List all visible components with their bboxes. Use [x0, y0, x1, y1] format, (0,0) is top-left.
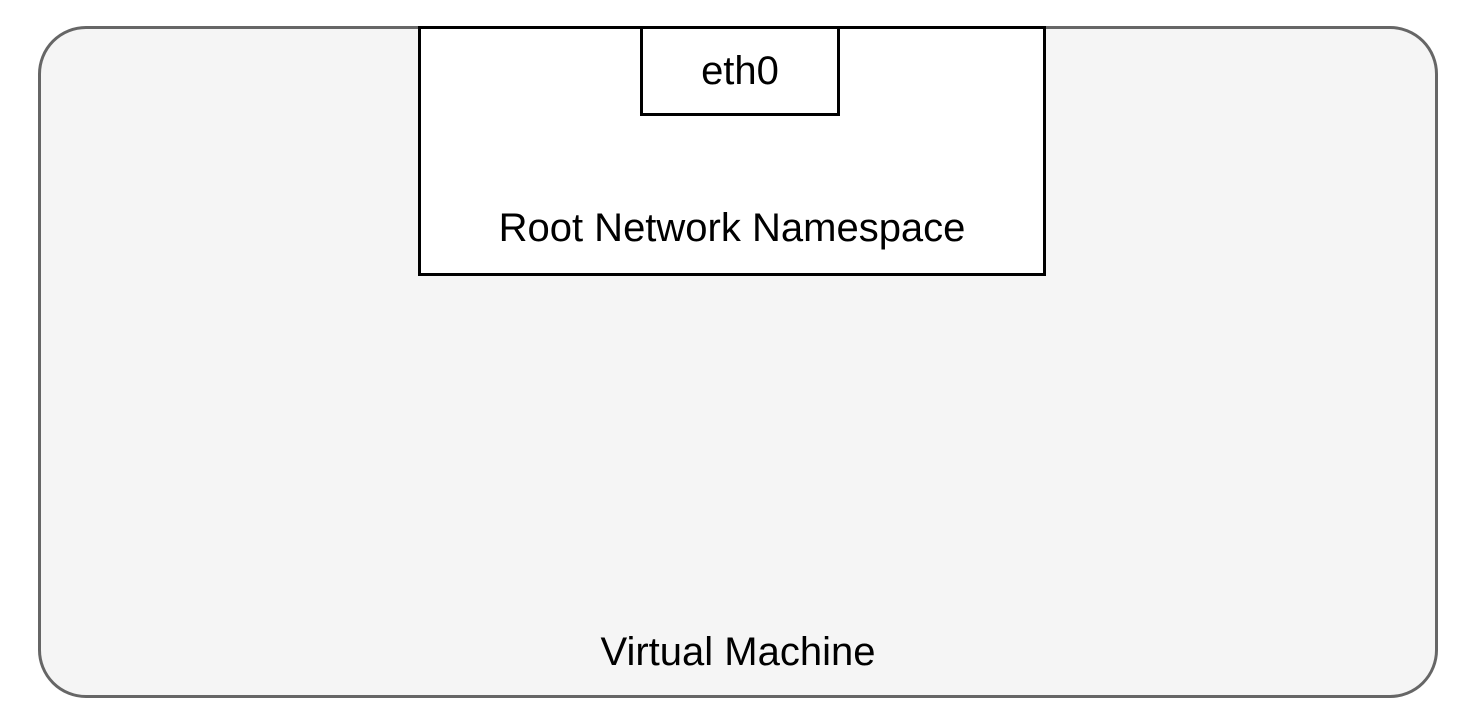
virtual-machine-label: Virtual Machine — [601, 630, 876, 675]
eth0-box: eth0 — [640, 26, 840, 116]
eth0-label: eth0 — [701, 49, 779, 94]
root-network-namespace-label: Root Network Namespace — [499, 206, 966, 251]
